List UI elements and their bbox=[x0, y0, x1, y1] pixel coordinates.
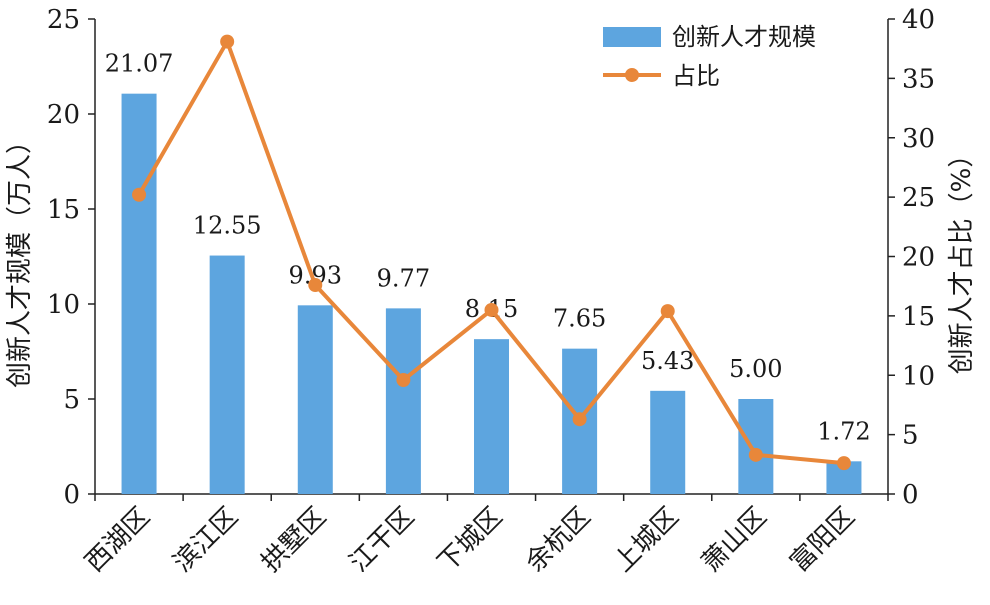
y2-tick-label: 30 bbox=[902, 124, 935, 154]
y-tick-label: 20 bbox=[47, 100, 80, 130]
bar-data-label: 5.43 bbox=[641, 347, 694, 375]
y2-tick-label: 35 bbox=[902, 64, 935, 94]
y2-tick-label: 0 bbox=[902, 480, 919, 510]
y-tick-label: 10 bbox=[47, 290, 80, 320]
line-point bbox=[836, 456, 851, 471]
y-tick-label: 0 bbox=[63, 480, 80, 510]
line-point bbox=[132, 187, 147, 202]
share-line bbox=[132, 34, 851, 471]
bar bbox=[474, 339, 509, 494]
y2-tick-label: 20 bbox=[902, 243, 935, 273]
category-label: 西湖区 bbox=[80, 502, 156, 578]
bar bbox=[209, 255, 245, 494]
bar bbox=[738, 399, 774, 494]
bar-data-label: 7.65 bbox=[553, 305, 606, 333]
bar-data-label: 21.07 bbox=[105, 50, 174, 78]
y2-tick-label: 10 bbox=[902, 361, 935, 391]
bar bbox=[297, 305, 333, 494]
line-point bbox=[220, 34, 235, 49]
bar bbox=[121, 93, 157, 495]
line-point bbox=[572, 412, 587, 427]
category-label: 上城区 bbox=[608, 502, 684, 578]
line-point bbox=[660, 304, 675, 319]
category-label: 拱墅区 bbox=[256, 502, 332, 578]
legend-label-line: 占比 bbox=[672, 62, 720, 90]
legend-label-bar: 创新人才规模 bbox=[672, 23, 816, 51]
line-point bbox=[748, 447, 763, 462]
legend-bar-swatch bbox=[603, 27, 661, 47]
y2-tick-label: 5 bbox=[902, 421, 919, 451]
category-labels: 西湖区 滨江区 拱墅区 江干区 下城区 余杭区 上城区 萧山区 富阳区 bbox=[80, 502, 861, 578]
category-label: 下城区 bbox=[432, 502, 508, 578]
legend: 创新人才规模 占比 bbox=[603, 23, 816, 90]
bar-data-label: 1.72 bbox=[817, 417, 870, 445]
y-tick-label: 15 bbox=[47, 195, 80, 225]
bar-data-label: 5.00 bbox=[729, 355, 782, 383]
category-label: 余杭区 bbox=[520, 502, 596, 578]
bar-data-label: 9.77 bbox=[377, 264, 430, 292]
y-tick-label: 25 bbox=[47, 5, 80, 35]
bars bbox=[121, 93, 862, 495]
category-label: 江干区 bbox=[344, 502, 420, 578]
line-point bbox=[396, 373, 411, 387]
y-axis-title: 创新人才规模（万人） bbox=[5, 128, 35, 388]
y2-tick-label: 40 bbox=[902, 5, 935, 35]
bar bbox=[385, 308, 421, 494]
line-point bbox=[308, 278, 323, 292]
legend-line-marker bbox=[625, 68, 639, 82]
axes: 0 5 10 15 20 25 0 5 10 15 20 25 30 35 40 bbox=[47, 5, 935, 510]
category-label: 滨江区 bbox=[168, 502, 244, 578]
y2-tick-label: 15 bbox=[902, 302, 935, 332]
y2-tick-label: 25 bbox=[902, 183, 935, 213]
line-point bbox=[484, 302, 499, 317]
bar-data-label: 12.55 bbox=[193, 212, 262, 240]
category-label: 富阳区 bbox=[785, 502, 861, 578]
y2-axis-title: 创新人才占比（%） bbox=[947, 142, 977, 375]
category-label: 萧山区 bbox=[696, 502, 772, 578]
bar bbox=[650, 390, 686, 494]
y-tick-label: 5 bbox=[63, 385, 80, 415]
